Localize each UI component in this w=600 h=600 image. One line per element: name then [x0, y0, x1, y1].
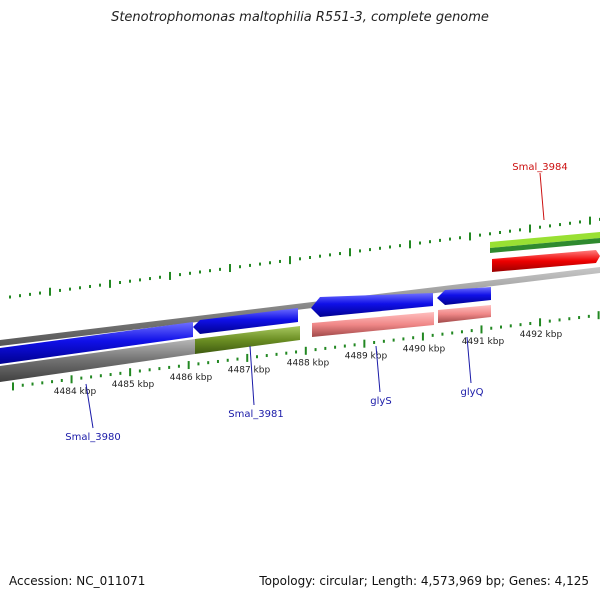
gene-darkgreen-bar: [490, 238, 600, 253]
axis-tick-label: 4491 kbp: [462, 337, 505, 347]
backbone-upper: [0, 267, 600, 346]
accession-text: Accession: NC_011071: [9, 574, 146, 588]
axis-tick-label: 4492 kbp: [520, 330, 563, 340]
cds-reverse-gray: [0, 339, 195, 382]
axis-tick-label: 4487 kbp: [228, 366, 271, 376]
lower-tick-ruler: 4484 kbp 4485 kbp 4486 kbp 4487 kbp 4488 kbp…: [12, 311, 600, 397]
axis-tick-label: 4490 kbp: [403, 344, 446, 354]
leader-smal-3981: [249, 345, 255, 406]
leader-glyq: [466, 336, 472, 384]
cds-glyq: [437, 287, 491, 305]
leader-smal-3980: [85, 383, 94, 429]
leader-smal-3984: [539, 172, 545, 221]
axis-tick-label: 4488 kbp: [287, 359, 330, 369]
cds-glys-reverse: [312, 312, 434, 337]
cds-glyq-reverse: [438, 305, 491, 323]
upper-tick-ruler: [9, 216, 600, 299]
cds-smal-3980: [0, 322, 193, 364]
cds-reverse-olive: [195, 326, 300, 354]
axis-tick-label: 4485 kbp: [112, 380, 155, 390]
cds-smal-3981: [193, 308, 298, 334]
leader-glys: [375, 345, 381, 393]
label-smal-3984: Smal_3984: [512, 162, 567, 173]
axis-tick-label: 4486 kbp: [170, 373, 213, 383]
map-title: Stenotrophomonas maltophilia R551-3, com…: [111, 10, 489, 25]
label-glyq: glyQ: [461, 387, 484, 398]
axis-tick-label: 4484 kbp: [54, 387, 97, 397]
cds-glys: [311, 293, 433, 317]
topology-text: Topology: circular; Length: 4,573,969 bp…: [259, 574, 589, 588]
label-smal-3981: Smal_3981: [228, 409, 283, 420]
label-glys: glyS: [370, 396, 391, 407]
axis-tick-label: 4489 kbp: [345, 351, 388, 361]
gene-lightgreen-bar: [490, 232, 600, 248]
label-smal-3980: Smal_3980: [65, 432, 120, 443]
gene-red-arrow: [492, 250, 600, 272]
